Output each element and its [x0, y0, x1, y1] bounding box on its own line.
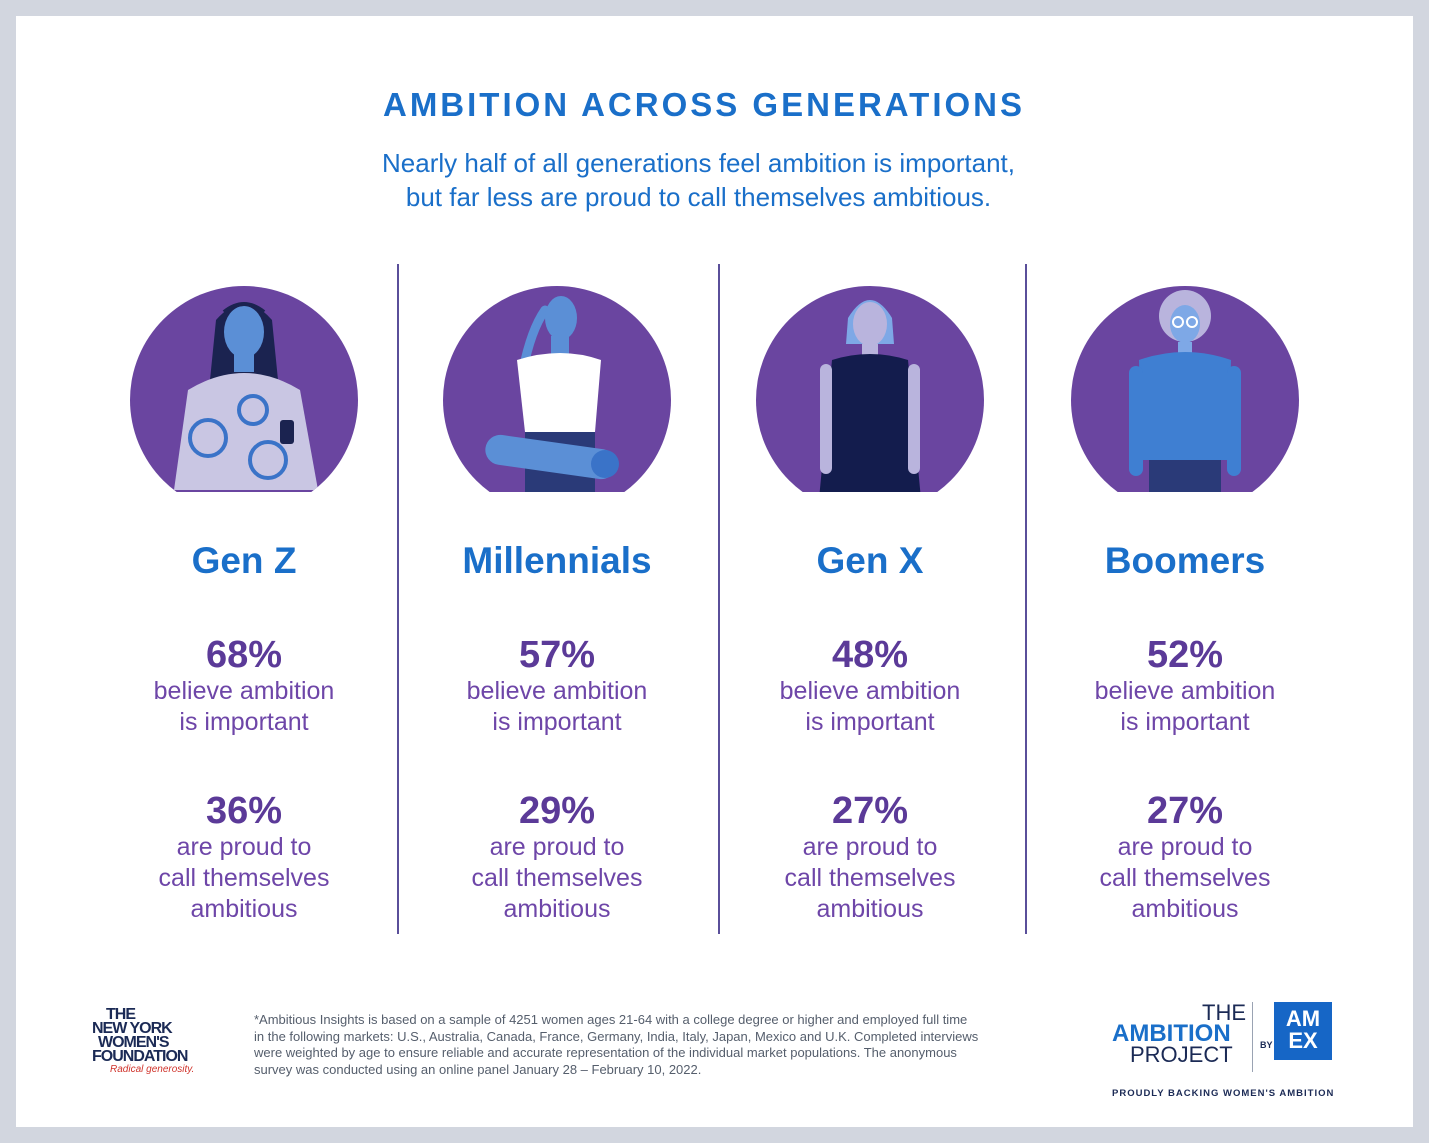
subtitle: Nearly half of all generations feel ambi…	[0, 146, 1413, 214]
logo-project: PROJECT	[1130, 1042, 1233, 1067]
proud-stat: 36% are proud to call themselves ambitio…	[94, 790, 394, 925]
proud-stat: 27% are proud to call themselves ambitio…	[1035, 790, 1335, 925]
nywf-tagline: Radical generosity.	[110, 1064, 195, 1075]
importance-stat: 68% believe ambition is important	[94, 634, 394, 738]
gen-z-woman-illustration	[130, 286, 358, 492]
importance-stat: 48% believe ambition is important	[720, 634, 1020, 738]
importance-label-line-2: is important	[805, 708, 935, 736]
nywf-logo: THE NEW YORK WOMEN'S FOUNDATION Radical …	[78, 1006, 228, 1076]
nywf-logo-line-3: WOMEN'S	[98, 1034, 170, 1051]
generation-name: Boomers	[1104, 540, 1266, 581]
generation-name: Millennials	[462, 540, 652, 581]
generation-name: Gen Z	[191, 540, 297, 581]
importance-stat: 52% believe ambition is important	[1035, 634, 1335, 738]
importance-label-line-1: believe ambition	[466, 677, 648, 705]
gen-z-column: Gen Z 68% believe ambition is important …	[94, 260, 394, 925]
importance-label-line-2: is important	[1120, 708, 1250, 736]
footnote-line-4: survey was conducted using an online pan…	[254, 1061, 702, 1077]
proud-stat: 29% are proud to call themselves ambitio…	[407, 790, 707, 925]
proud-label-line-3: ambitious	[190, 895, 298, 923]
generation-name: Gen X	[816, 540, 924, 581]
proud-label-line-1: are proud to	[1117, 833, 1253, 861]
infographic-card	[16, 16, 1413, 1127]
importance-label-line-1: believe ambition	[1094, 677, 1276, 705]
footnote-line-3: were weighted by age to ensure reliable …	[254, 1045, 957, 1060]
proud-label-line-1: are proud to	[176, 833, 312, 861]
importance-label-line-1: believe ambition	[153, 677, 335, 705]
millennials-column: Millennials 57% believe ambition is impo…	[407, 260, 707, 925]
proud-percent: 27%	[831, 790, 909, 832]
proud-label-line-3: ambitious	[503, 895, 611, 923]
proud-label-line-3: ambitious	[816, 895, 924, 923]
millennial-woman-illustration	[443, 286, 671, 492]
importance-percent: 68%	[205, 634, 283, 676]
amex-logo-line-1: AM	[1285, 1006, 1321, 1031]
logo-the: THE	[1202, 1000, 1246, 1025]
proud-percent: 36%	[205, 790, 283, 832]
proud-label-line-2: call themselves	[1099, 864, 1271, 892]
proud-label-line-3: ambitious	[1131, 895, 1239, 923]
column-divider	[1025, 264, 1027, 934]
nywf-logo-line-4: FOUNDATION	[92, 1048, 188, 1065]
amex-logo-line-2: EX	[1288, 1028, 1318, 1053]
importance-label-line-1: believe ambition	[779, 677, 961, 705]
gen-x-column: Gen X 48% believe ambition is important …	[720, 260, 1020, 925]
amex-logo: AM EX	[1274, 1002, 1332, 1060]
boomer-woman-illustration	[1071, 286, 1299, 492]
footnote: *Ambitious Insights is based on a sample…	[254, 1012, 1054, 1078]
importance-label-line-2: is important	[492, 708, 622, 736]
logo-by: BY	[1260, 1040, 1273, 1050]
proud-label-line-2: call themselves	[784, 864, 956, 892]
footnote-line-2: in the following markets: U.S., Australi…	[254, 1028, 979, 1044]
gen-x-woman-illustration	[756, 286, 984, 492]
nywf-logo-line-2: NEW YORK	[92, 1020, 173, 1037]
nywf-logo-line-1: THE	[106, 1006, 136, 1023]
proud-label-line-1: are proud to	[802, 833, 938, 861]
proud-percent: 29%	[518, 790, 596, 832]
column-divider	[397, 264, 399, 934]
proud-label-line-2: call themselves	[471, 864, 643, 892]
importance-percent: 57%	[518, 634, 596, 676]
page-title: AMBITION ACROSS GENERATIONS	[382, 86, 1026, 123]
footnote-line-1: *Ambitious Insights is based on a sample…	[254, 1012, 968, 1027]
importance-label-line-2: is important	[179, 708, 309, 736]
column-divider	[718, 264, 720, 934]
importance-percent: 48%	[831, 634, 909, 676]
logo-separator	[1252, 1002, 1253, 1072]
proud-label-line-2: call themselves	[158, 864, 330, 892]
ambition-project-logo: THE AMBITION PROJECT BY AM EX PROUDLY BA…	[1100, 1000, 1370, 1099]
proud-stat: 27% are proud to call themselves ambitio…	[720, 790, 1020, 925]
logo-ambition: AMBITION	[1112, 1020, 1231, 1047]
proud-percent: 27%	[1146, 790, 1224, 832]
subtitle-line-2: but far less are proud to call themselve…	[405, 182, 992, 212]
importance-stat: 57% believe ambition is important	[407, 634, 707, 738]
logo-tagline: PROUDLY BACKING WOMEN'S AMBITION	[1112, 1088, 1335, 1099]
proud-label-line-1: are proud to	[489, 833, 625, 861]
importance-percent: 52%	[1146, 634, 1224, 676]
subtitle-line-1: Nearly half of all generations feel ambi…	[382, 148, 1015, 178]
boomers-column: Boomers 52% believe ambition is importan…	[1035, 260, 1335, 925]
